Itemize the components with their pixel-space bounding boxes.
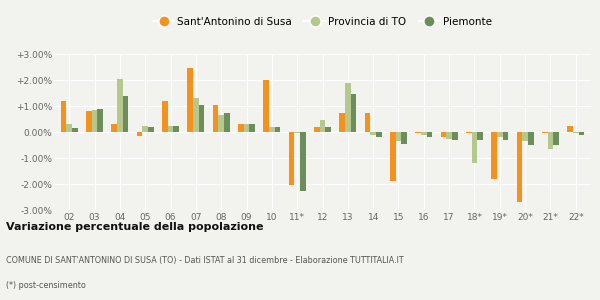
Bar	[517, 132, 523, 202]
Bar	[86, 111, 92, 132]
Bar	[249, 124, 255, 132]
Bar	[421, 132, 427, 135]
Bar	[466, 132, 472, 133]
Bar	[396, 132, 401, 141]
Bar	[244, 124, 249, 132]
Bar	[289, 132, 295, 185]
Bar	[376, 132, 382, 137]
Bar	[117, 79, 122, 132]
Bar	[472, 132, 477, 163]
Text: Variazione percentuale della popolazione: Variazione percentuale della popolazione	[6, 221, 263, 232]
Bar	[325, 127, 331, 132]
Bar	[122, 96, 128, 132]
Bar	[365, 112, 370, 132]
Bar	[173, 125, 179, 132]
Bar	[503, 132, 508, 140]
Bar	[112, 124, 117, 132]
Bar	[340, 112, 345, 132]
Bar	[295, 132, 300, 133]
Text: COMUNE DI SANT'ANTONINO DI SUSA (TO) - Dati ISTAT al 31 dicembre - Elaborazione : COMUNE DI SANT'ANTONINO DI SUSA (TO) - D…	[6, 256, 404, 265]
Text: (*) post-censimento: (*) post-censimento	[6, 281, 86, 290]
Bar	[528, 132, 533, 145]
Bar	[523, 132, 528, 141]
Bar	[168, 125, 173, 132]
Bar	[446, 132, 452, 139]
Bar	[137, 132, 142, 136]
Bar	[452, 132, 458, 140]
Bar	[568, 125, 573, 132]
Bar	[542, 132, 548, 133]
Bar	[390, 132, 396, 182]
Bar	[187, 68, 193, 132]
Bar	[477, 132, 483, 140]
Bar	[415, 132, 421, 133]
Bar	[497, 132, 503, 137]
Bar	[193, 98, 199, 132]
Bar	[553, 132, 559, 145]
Bar	[224, 112, 230, 132]
Bar	[142, 125, 148, 132]
Bar	[401, 132, 407, 144]
Bar	[238, 124, 244, 132]
Bar	[320, 120, 325, 132]
Bar	[314, 127, 320, 132]
Bar	[269, 127, 275, 132]
Bar	[370, 132, 376, 135]
Bar	[61, 101, 67, 132]
Bar	[441, 132, 446, 137]
Bar	[275, 127, 280, 132]
Bar	[350, 94, 356, 132]
Bar	[573, 132, 578, 133]
Bar	[92, 110, 97, 132]
Bar	[263, 80, 269, 132]
Bar	[67, 124, 72, 132]
Legend: Sant'Antonino di Susa, Provincia di TO, Piemonte: Sant'Antonino di Susa, Provincia di TO, …	[149, 12, 496, 31]
Bar	[97, 109, 103, 132]
Bar	[213, 105, 218, 132]
Bar	[548, 132, 553, 149]
Bar	[427, 132, 432, 137]
Bar	[578, 132, 584, 135]
Bar	[162, 101, 168, 132]
Bar	[345, 82, 350, 132]
Bar	[300, 132, 305, 190]
Bar	[148, 127, 154, 132]
Bar	[218, 115, 224, 132]
Bar	[199, 105, 204, 132]
Bar	[491, 132, 497, 179]
Bar	[72, 128, 77, 132]
